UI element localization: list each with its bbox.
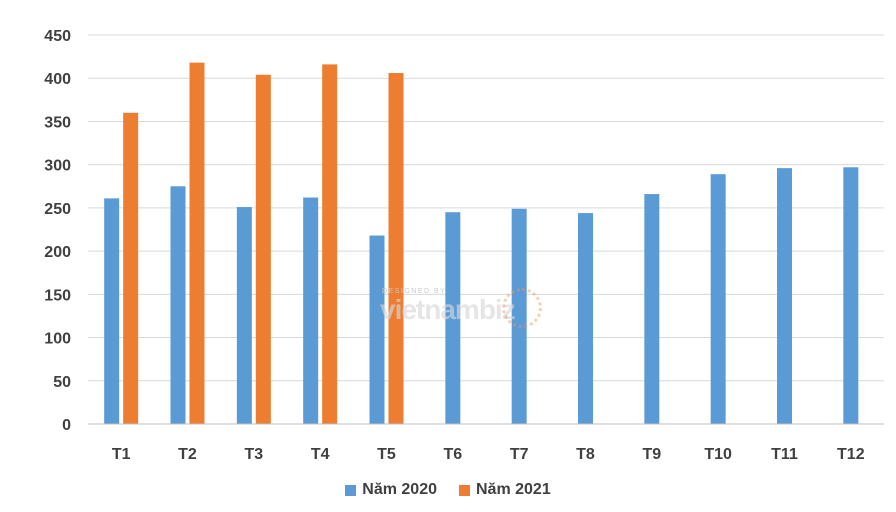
- legend-entry-2021: Năm 2021: [459, 481, 551, 499]
- bar-2021-t4: [322, 64, 338, 424]
- x-tick-label: T11: [771, 446, 798, 463]
- x-tick-label: T10: [704, 446, 732, 463]
- watermark-top-text: DESIGNED BY: [382, 288, 447, 295]
- bar-2020-t5: [369, 235, 385, 424]
- y-tick-label: 250: [44, 201, 71, 218]
- bar-2021-t1: [123, 112, 139, 425]
- y-tick-label: 150: [44, 287, 71, 304]
- bar-2020-t1: [104, 198, 120, 424]
- bar-2020-t9: [644, 194, 660, 424]
- bar-2020-t3: [236, 207, 252, 424]
- legend-entry-2020: Năm 2020: [345, 481, 437, 499]
- bar-2020-t12: [843, 167, 859, 424]
- y-tick-label: 300: [44, 158, 71, 175]
- y-tick-label: 450: [44, 28, 71, 45]
- x-tick-label: T3: [244, 446, 263, 463]
- legend-label-2020: Năm 2020: [362, 481, 437, 498]
- y-tick-label: 350: [44, 114, 71, 131]
- x-tick-label: T1: [112, 446, 131, 463]
- bar-2020-t4: [303, 197, 319, 424]
- gridlines: [88, 34, 884, 382]
- legend-label-2021: Năm 2021: [476, 481, 551, 498]
- y-tick-label: 50: [53, 374, 71, 391]
- bar-2020-t8: [578, 213, 593, 424]
- x-tick-label: T7: [510, 446, 529, 463]
- x-tick-label: T9: [642, 446, 661, 463]
- bar-2021-t2: [189, 62, 205, 424]
- legend-swatch-2020: [345, 484, 357, 496]
- bar-2021-t5: [388, 73, 404, 424]
- x-tick-label: T5: [377, 446, 396, 463]
- x-tick-label: T6: [443, 446, 462, 463]
- bar-2020-t11: [777, 168, 792, 424]
- bar-2020-t10: [710, 174, 726, 424]
- watermark: DESIGNED BY vietnambiz: [380, 288, 560, 336]
- bar-2021-t3: [255, 74, 271, 425]
- x-tick-label: T4: [311, 446, 330, 463]
- y-tick-label: 400: [44, 71, 71, 88]
- x-axis-ticks: T1 T2 T3 T4 T5 T6 T7 T8 T9 T10 T11 T12: [112, 446, 865, 463]
- watermark-brand: vietnambiz: [380, 294, 516, 325]
- y-tick-label: 100: [44, 331, 71, 348]
- y-axis-ticks: 0 50 100 150 200 250 300 350 400 450: [44, 28, 71, 434]
- watermark-logo-icon: [502, 288, 542, 328]
- bar-2020-t6: [445, 212, 461, 424]
- legend-swatch-2021: [459, 484, 470, 496]
- bars: [104, 62, 859, 425]
- x-tick-label: T8: [576, 446, 595, 463]
- x-tick-label: T12: [837, 446, 865, 463]
- x-tick-label: T2: [178, 446, 197, 463]
- y-tick-label: 0: [62, 417, 71, 434]
- legend: Năm 2020 Năm 2021: [0, 478, 896, 502]
- bar-2020-t2: [170, 186, 186, 424]
- y-tick-label: 200: [44, 244, 71, 261]
